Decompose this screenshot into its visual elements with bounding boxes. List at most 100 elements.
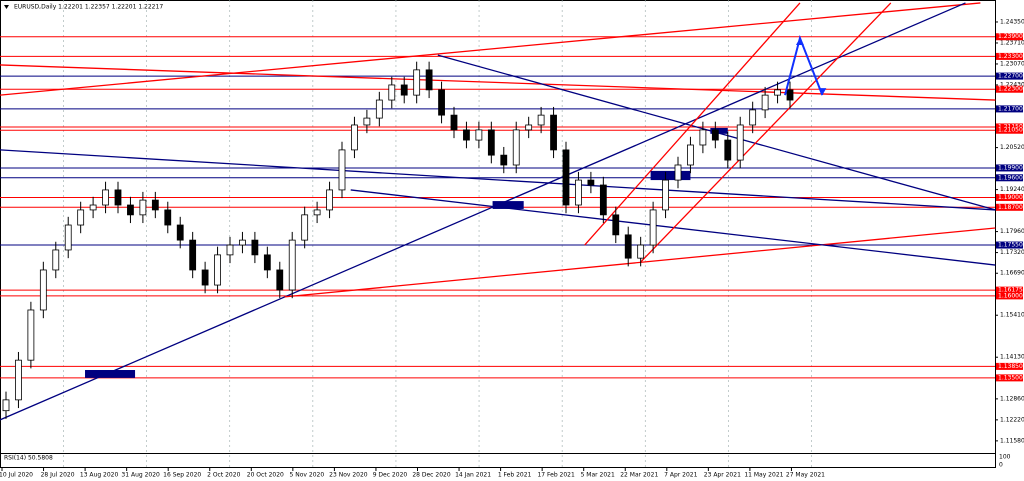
candle-body	[102, 189, 109, 206]
level-label: 1.22700	[998, 73, 1023, 80]
candle-body	[525, 124, 533, 131]
level-tag	[996, 286, 1023, 294]
candle-body	[587, 179, 595, 186]
level-tag	[996, 374, 1023, 382]
candle-body	[39, 269, 47, 311]
candle-body	[438, 89, 445, 116]
candle-body	[463, 129, 470, 141]
candle-body	[226, 244, 234, 256]
candle-body	[413, 69, 421, 96]
candle-body	[699, 129, 707, 146]
candle-body	[400, 84, 408, 96]
candle-body	[89, 204, 97, 211]
level-label: 1.13850	[998, 363, 1023, 370]
trendline	[0, 149, 996, 211]
candle-body	[114, 189, 122, 206]
candle-body	[2, 399, 10, 412]
x-tick-label: 1 Feb 2021	[498, 472, 532, 479]
candle-body	[338, 149, 346, 191]
level-tag	[996, 33, 1023, 41]
y-tick-label: 1.17960	[1000, 228, 1024, 235]
level-label: 1.13500	[998, 374, 1023, 381]
candle-body	[164, 209, 172, 226]
trendline	[0, 2, 981, 96]
zone	[710, 127, 728, 134]
candle-body	[251, 239, 259, 256]
arrow-head	[795, 38, 804, 46]
candle-body	[736, 124, 744, 161]
level-label: 1.22300	[998, 86, 1023, 93]
level-label: 1.16000	[998, 292, 1023, 299]
candle-body	[326, 189, 333, 211]
candle-body	[239, 239, 246, 246]
candle-body	[288, 239, 296, 291]
x-tick-label: 28 Jul 2020	[41, 472, 75, 479]
x-tick-label: 28 Dec 2020	[412, 472, 451, 479]
x-tick-label: 22 Mar 2021	[620, 472, 658, 479]
level-label: 1.19600	[998, 174, 1023, 181]
candle-body	[649, 209, 657, 246]
x-tick-label: 16 Sep 2020	[163, 472, 201, 479]
trendline	[640, 2, 892, 263]
zone	[85, 370, 136, 378]
x-tick-label: 7 Apr 2021	[664, 472, 697, 479]
plot-frame	[0, 0, 996, 468]
y-tick-label: 1.20520	[1000, 144, 1024, 151]
title-arrow	[4, 5, 9, 9]
rsi-label: RSI(14) 50.5808	[4, 455, 53, 462]
candle-body	[711, 129, 719, 141]
candle-body	[662, 179, 669, 211]
trendline	[0, 2, 966, 421]
x-tick-label: 23 Apr 2021	[704, 472, 741, 479]
x-tick-label: 23 Nov 2020	[329, 472, 368, 479]
arrow-head	[818, 88, 827, 96]
candle-body	[500, 154, 508, 166]
y-tick-label: 1.23710	[1000, 39, 1024, 46]
level-label: 1.23300	[998, 53, 1023, 60]
y-tick-label: 1.15410	[1000, 312, 1024, 319]
candle-body	[450, 114, 458, 131]
candle-body	[475, 129, 483, 141]
candle-body	[139, 199, 147, 216]
candle-body	[575, 179, 582, 206]
candle-body	[388, 84, 396, 101]
candle-body	[637, 244, 645, 259]
y-tick-label: 1.17320	[1000, 249, 1024, 256]
candle-body	[537, 114, 545, 126]
x-tick-label: 11 May 2021	[744, 472, 783, 479]
x-tick-label: 27 May 2021	[786, 472, 825, 479]
x-tick-label: 13 Aug 2020	[80, 472, 119, 479]
level-tag	[996, 292, 1023, 300]
candle-body	[550, 114, 557, 151]
x-tick-label: 14 Jan 2021	[455, 472, 491, 479]
x-tick-label: 20 Oct 2020	[247, 472, 284, 479]
y-tick-label: 1.24350	[1000, 18, 1024, 25]
candle-body	[724, 139, 732, 161]
level-tag	[996, 52, 1023, 60]
chart-title: EURUSD,Daily 1.22201 1.22357 1.22201 1.2…	[14, 4, 163, 11]
candle-body	[512, 129, 520, 166]
y-tick-label: 1.16690	[1000, 270, 1024, 277]
x-tick-label: 9 Dec 2020	[373, 472, 408, 479]
level-tag	[996, 362, 1023, 370]
y-tick-label: 1.14130	[1000, 354, 1024, 361]
candle-body	[301, 214, 309, 241]
y-tick-label: 1.19240	[1000, 186, 1024, 193]
candle-body	[425, 69, 433, 91]
level-label: 1.18700	[998, 204, 1023, 211]
y-tick-label: 1.12860	[1000, 395, 1024, 402]
y-tick-label: 1.22430	[1000, 81, 1024, 88]
level-label: 1.16175	[998, 287, 1023, 294]
candle-body	[674, 164, 682, 181]
candle-body	[599, 184, 607, 216]
candle-body	[214, 254, 221, 286]
trendline	[350, 189, 996, 266]
level-tag	[996, 203, 1023, 211]
candle-body	[313, 209, 321, 216]
level-label: 1.19000	[998, 194, 1023, 201]
zone	[650, 170, 691, 181]
level-tag	[996, 164, 1023, 172]
candle-body	[52, 249, 60, 271]
candle-body	[176, 224, 184, 241]
